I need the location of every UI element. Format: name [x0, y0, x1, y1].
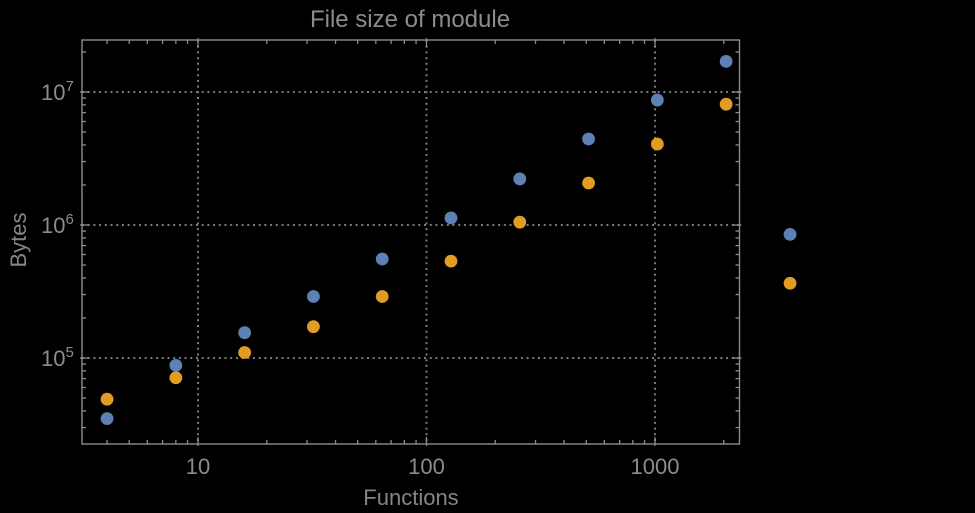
data-point-blue: [783, 227, 797, 241]
data-point-blue: [719, 54, 733, 68]
x-tick-label: 1000: [631, 454, 680, 479]
y-tick-exponent: 6: [65, 211, 73, 228]
y-tick-exponent: 5: [65, 344, 73, 361]
data-point-orange: [719, 97, 733, 111]
data-point-blue: [513, 172, 527, 186]
y-tick-exponent: 7: [65, 78, 73, 95]
grid-layer: [82, 40, 740, 444]
ticks-layer: [80, 38, 742, 446]
x-axis-label: Functions: [363, 485, 458, 510]
data-point-blue: [307, 290, 320, 303]
y-tick-base: 10: [41, 213, 65, 238]
data-point-orange: [375, 290, 389, 303]
data-point-orange: [783, 276, 797, 290]
data-point-blue: [238, 326, 252, 340]
y-tick-label: 106: [41, 211, 74, 238]
data-point-orange: [100, 392, 114, 406]
y-tick-base: 10: [41, 346, 65, 371]
data-point-orange: [582, 176, 595, 190]
points-layer: [100, 54, 797, 426]
x-tick-label: 100: [408, 454, 445, 479]
data-point-orange: [444, 254, 458, 268]
data-point-blue: [650, 93, 664, 107]
data-point-blue: [169, 358, 183, 372]
data-point-blue: [100, 412, 114, 426]
data-point-blue: [582, 132, 595, 146]
y-tick-label: 107: [41, 78, 74, 105]
y-tick-label: 105: [41, 344, 74, 371]
chart-title: File size of module: [310, 6, 510, 33]
data-point-orange: [650, 137, 664, 151]
data-point-blue: [444, 211, 458, 225]
plot-frame: [81, 39, 741, 445]
data-point-blue: [375, 252, 389, 266]
data-point-orange: [307, 320, 320, 334]
y-tick-base: 10: [41, 80, 65, 105]
frame-layer: [81, 39, 741, 445]
data-point-orange: [238, 346, 252, 359]
data-point-orange: [169, 371, 183, 385]
y-axis-label: Bytes: [6, 212, 31, 267]
data-point-orange: [513, 215, 527, 229]
x-tick-label: 10: [186, 454, 210, 479]
